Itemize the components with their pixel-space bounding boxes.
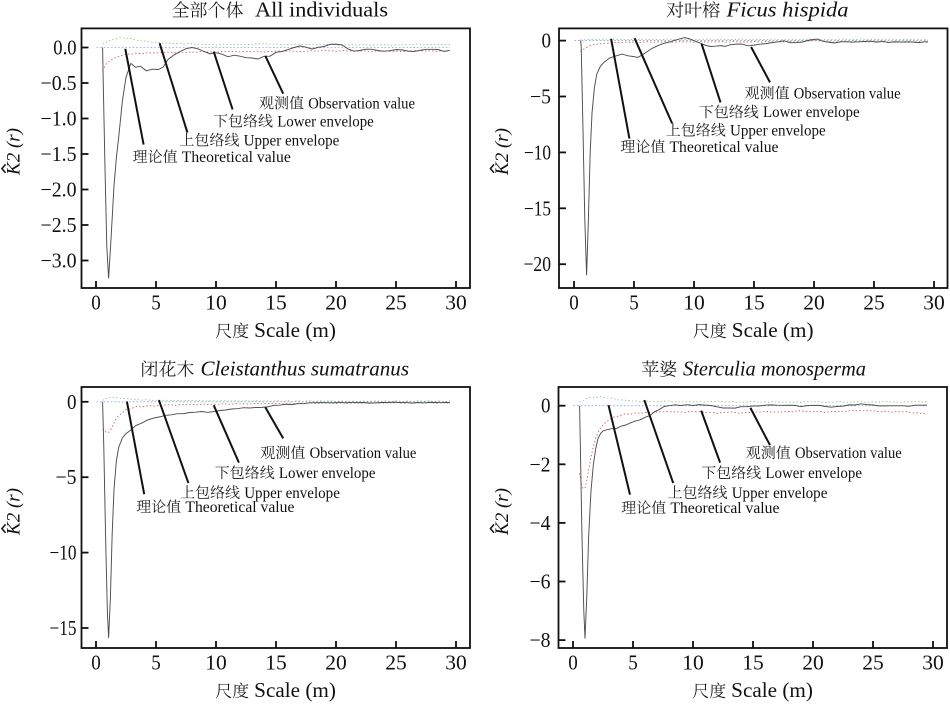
svg-text:5: 5 [628, 651, 638, 675]
svg-text:0: 0 [67, 390, 77, 414]
svg-text:Ficus hispida: Ficus hispida [725, 0, 848, 22]
svg-text:Upper envelope: Upper envelope [730, 122, 826, 139]
svg-text:K2 (r): K2 (r) [492, 128, 513, 176]
svg-text:20: 20 [325, 291, 347, 315]
svg-text:0: 0 [541, 394, 551, 418]
svg-text:20: 20 [803, 291, 825, 315]
svg-text:−10: −10 [50, 541, 77, 565]
svg-text:10: 10 [682, 651, 704, 675]
svg-text:20: 20 [325, 651, 347, 675]
svg-text:−15: −15 [50, 616, 77, 640]
svg-text:5: 5 [151, 651, 161, 675]
svg-text:Lower envelope: Lower envelope [277, 113, 374, 130]
svg-text:−1.0: −1.0 [41, 107, 77, 131]
svg-text:0: 0 [91, 291, 101, 315]
svg-text:−4: −4 [530, 511, 551, 535]
svg-text:30: 30 [445, 651, 467, 675]
svg-text:25: 25 [385, 651, 407, 675]
svg-text:15: 15 [265, 291, 287, 315]
svg-text:25: 25 [863, 291, 885, 315]
svg-text:Lower envelope: Lower envelope [765, 465, 862, 482]
svg-text:Upper envelope: Upper envelope [732, 485, 828, 502]
svg-text:Scale (m): Scale (m) [254, 678, 336, 702]
svg-text:Upper envelope: Upper envelope [244, 485, 340, 502]
svg-text:Theoretical value: Theoretical value [185, 499, 294, 516]
svg-text:0: 0 [542, 29, 552, 53]
svg-text:25: 25 [862, 651, 884, 675]
svg-text:Observation value: Observation value [795, 445, 902, 462]
svg-text:20: 20 [802, 651, 824, 675]
svg-text:−6: −6 [530, 570, 551, 594]
svg-text:0.0: 0.0 [53, 36, 76, 60]
svg-text:Observation value: Observation value [310, 445, 417, 462]
svg-text:Lower envelope: Lower envelope [763, 104, 860, 121]
svg-text:0: 0 [568, 651, 578, 675]
svg-text:10: 10 [205, 651, 227, 675]
svg-text:All individuals: All individuals [255, 0, 388, 22]
svg-text:10: 10 [683, 291, 705, 315]
svg-text:30: 30 [922, 651, 944, 675]
svg-text:Upper envelope: Upper envelope [244, 132, 340, 149]
svg-text:−20: −20 [524, 252, 552, 276]
svg-text:K2 (r): K2 (r) [4, 128, 25, 176]
svg-text:−0.5: −0.5 [41, 71, 77, 95]
svg-text:30: 30 [445, 291, 467, 315]
svg-text:Lower envelope: Lower envelope [279, 465, 376, 482]
svg-text:0: 0 [569, 291, 579, 315]
svg-text:30: 30 [923, 291, 945, 315]
svg-text:−8: −8 [530, 628, 551, 652]
svg-text:K2 (r): K2 (r) [4, 488, 25, 536]
svg-text:−5: −5 [56, 465, 77, 489]
svg-text:10: 10 [205, 291, 227, 315]
svg-text:Scale (m): Scale (m) [732, 318, 814, 342]
svg-text:Theoretical value: Theoretical value [670, 500, 779, 517]
svg-text:0: 0 [91, 651, 101, 675]
svg-text:5: 5 [629, 291, 639, 315]
svg-text:−15: −15 [524, 196, 551, 220]
svg-text:15: 15 [743, 291, 765, 315]
svg-text:Observation value: Observation value [794, 85, 901, 102]
svg-text:−2: −2 [530, 452, 551, 476]
svg-text:−2.5: −2.5 [41, 213, 77, 237]
svg-text:−2.0: −2.0 [41, 178, 77, 202]
svg-text:Sterculia monosperma: Sterculia monosperma [683, 357, 866, 381]
svg-text:K2 (r): K2 (r) [492, 488, 513, 536]
svg-text:Observation value: Observation value [308, 95, 415, 112]
svg-text:25: 25 [385, 291, 407, 315]
svg-text:15: 15 [265, 651, 287, 675]
svg-text:Theoretical value: Theoretical value [670, 139, 779, 156]
svg-text:15: 15 [742, 651, 764, 675]
svg-text:−1.5: −1.5 [41, 142, 77, 166]
svg-text:5: 5 [151, 291, 161, 315]
svg-text:Scale (m): Scale (m) [731, 678, 813, 702]
svg-text:Theoretical value: Theoretical value [182, 149, 291, 166]
svg-text:Scale (m): Scale (m) [254, 318, 336, 342]
svg-text:−5: −5 [530, 85, 551, 109]
svg-text:Cleistanthus sumatranus: Cleistanthus sumatranus [201, 357, 410, 381]
svg-text:−3.0: −3.0 [41, 249, 77, 273]
svg-text:−10: −10 [524, 140, 551, 164]
